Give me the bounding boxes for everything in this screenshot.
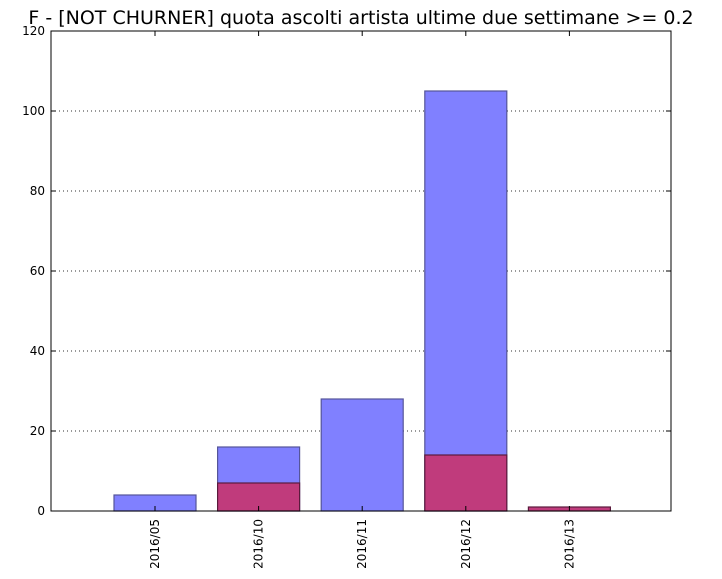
y-tick-label: 80 — [30, 184, 45, 198]
y-tick-label: 120 — [22, 24, 45, 38]
bar-series1-2016-12 — [424, 90, 508, 512]
x-tick-label: 2016/10 — [252, 519, 266, 569]
y-axis-ticks: 0 20 40 60 80 100 120 — [22, 24, 671, 518]
y-tick-label: 0 — [37, 504, 45, 518]
y-tick-label: 100 — [22, 104, 45, 118]
bar-series2-2016-12 — [424, 454, 508, 512]
x-tick-label: 2016/13 — [562, 519, 576, 569]
x-axis-ticks: 2016/05 2016/10 2016/11 2016/12 2016/13 — [148, 31, 576, 569]
x-tick-label: 2016/11 — [355, 519, 369, 569]
chart-title: F - [NOT CHURNER] quota ascolti artista … — [28, 7, 693, 29]
y-tick-label: 60 — [30, 264, 45, 278]
bars — [113, 90, 612, 512]
x-tick-label: 2016/12 — [459, 519, 473, 569]
bar-series1-2016-11 — [320, 398, 404, 512]
grid-lines — [51, 110, 671, 432]
y-tick-label: 40 — [30, 344, 45, 358]
x-tick-label: 2016/05 — [148, 519, 162, 569]
plot-frame — [50, 30, 672, 512]
y-tick-label: 20 — [30, 424, 45, 438]
